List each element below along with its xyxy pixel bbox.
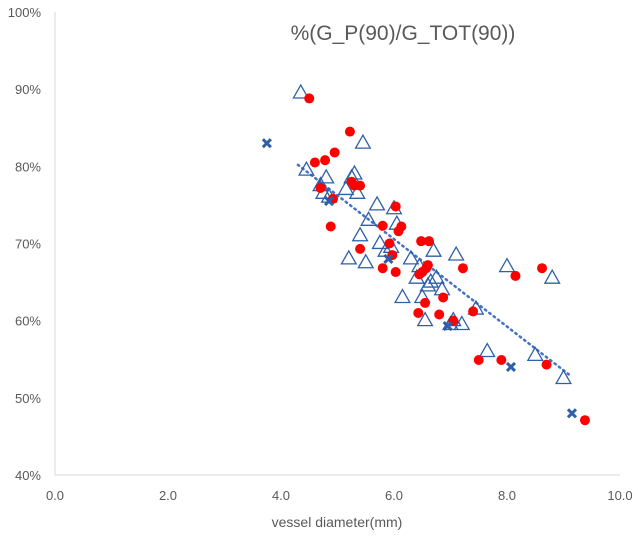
x-point <box>505 361 517 373</box>
circle-point <box>510 270 521 281</box>
x-point <box>566 408 578 419</box>
x-point <box>442 321 453 332</box>
x-tick-label: 0.0 <box>46 488 64 503</box>
trendline-line <box>296 163 571 376</box>
x-point <box>323 195 335 207</box>
x-tick-label: 4.0 <box>272 488 290 503</box>
triangle-point <box>453 315 471 331</box>
triangle-point <box>447 245 465 261</box>
triangle-point <box>317 168 335 184</box>
circle-point <box>468 306 479 317</box>
circle-point <box>390 201 401 212</box>
y-tick-label: 50% <box>15 391 41 406</box>
triangle-point <box>340 249 358 265</box>
y-tick-label: 90% <box>15 82 41 97</box>
circle-point <box>541 359 552 370</box>
x-point <box>261 138 272 149</box>
x-point <box>383 253 394 264</box>
circle-point <box>457 263 468 274</box>
y-tick-label: 60% <box>15 314 41 329</box>
circle-point <box>384 238 395 249</box>
triangle-point <box>543 268 561 284</box>
chart-title: %(G_P(90)/G_TOT(90)) <box>291 22 516 45</box>
triangle-point <box>368 195 386 211</box>
circle-point <box>377 220 388 231</box>
triangle-point <box>297 160 315 176</box>
circle-point <box>579 415 590 426</box>
circle-point <box>377 263 388 274</box>
triangle-point <box>337 180 355 196</box>
x-tick-label: 8.0 <box>498 488 516 503</box>
circle-point <box>315 182 326 193</box>
triangle-point <box>351 226 369 242</box>
circle-point <box>496 355 507 366</box>
circle-point <box>329 147 340 158</box>
data-points <box>261 83 590 426</box>
circle-point <box>422 260 433 271</box>
circle-point <box>320 155 331 166</box>
triangle-point <box>498 257 516 273</box>
circle-point <box>420 297 431 308</box>
triangle-point <box>393 288 411 304</box>
circle-point <box>438 292 449 303</box>
circle-point <box>434 309 445 320</box>
y-tick-label: 100% <box>8 5 42 20</box>
x-tick-label: 6.0 <box>385 488 403 503</box>
x-tick-label: 10.0 <box>607 488 632 503</box>
triangle-point <box>345 164 363 180</box>
triangle-point <box>422 272 440 288</box>
circle-point <box>355 180 366 191</box>
triangle-point <box>427 268 445 284</box>
triangle-point <box>292 83 310 99</box>
circle-point <box>473 355 484 366</box>
y-tick-label: 40% <box>15 468 41 483</box>
triangle-point <box>371 234 389 250</box>
triangle-point <box>555 369 572 385</box>
triangle-point <box>416 311 434 327</box>
circle-point <box>413 307 424 318</box>
triangle-point <box>402 249 420 265</box>
triangle-point <box>526 346 544 362</box>
x-axis-label: vessel diameter(mm) <box>272 514 403 530</box>
trendline <box>296 163 571 376</box>
circle-point <box>309 157 320 168</box>
x-tick-label: 2.0 <box>159 488 177 503</box>
y-tick-label: 80% <box>15 159 41 174</box>
circle-point <box>537 263 548 274</box>
circle-point <box>424 236 435 247</box>
triangle-point <box>425 241 443 257</box>
circle-point <box>416 236 427 247</box>
triangle-point <box>357 253 375 269</box>
axes: 40% 50% 60% 70% 80% 90% 100% 0.0 2.0 4.0 6.0 8.0 10.… <box>8 5 633 503</box>
circle-point <box>396 221 407 232</box>
circle-point <box>304 93 315 104</box>
triangle-point <box>354 133 372 149</box>
circle-point <box>325 221 336 232</box>
circle-point <box>355 243 366 254</box>
circle-point <box>390 267 401 278</box>
triangle-point <box>478 342 496 358</box>
y-tick-label: 70% <box>15 237 41 252</box>
circle-point <box>344 126 355 137</box>
triangle-point <box>348 184 366 199</box>
triangle-point <box>360 211 378 226</box>
